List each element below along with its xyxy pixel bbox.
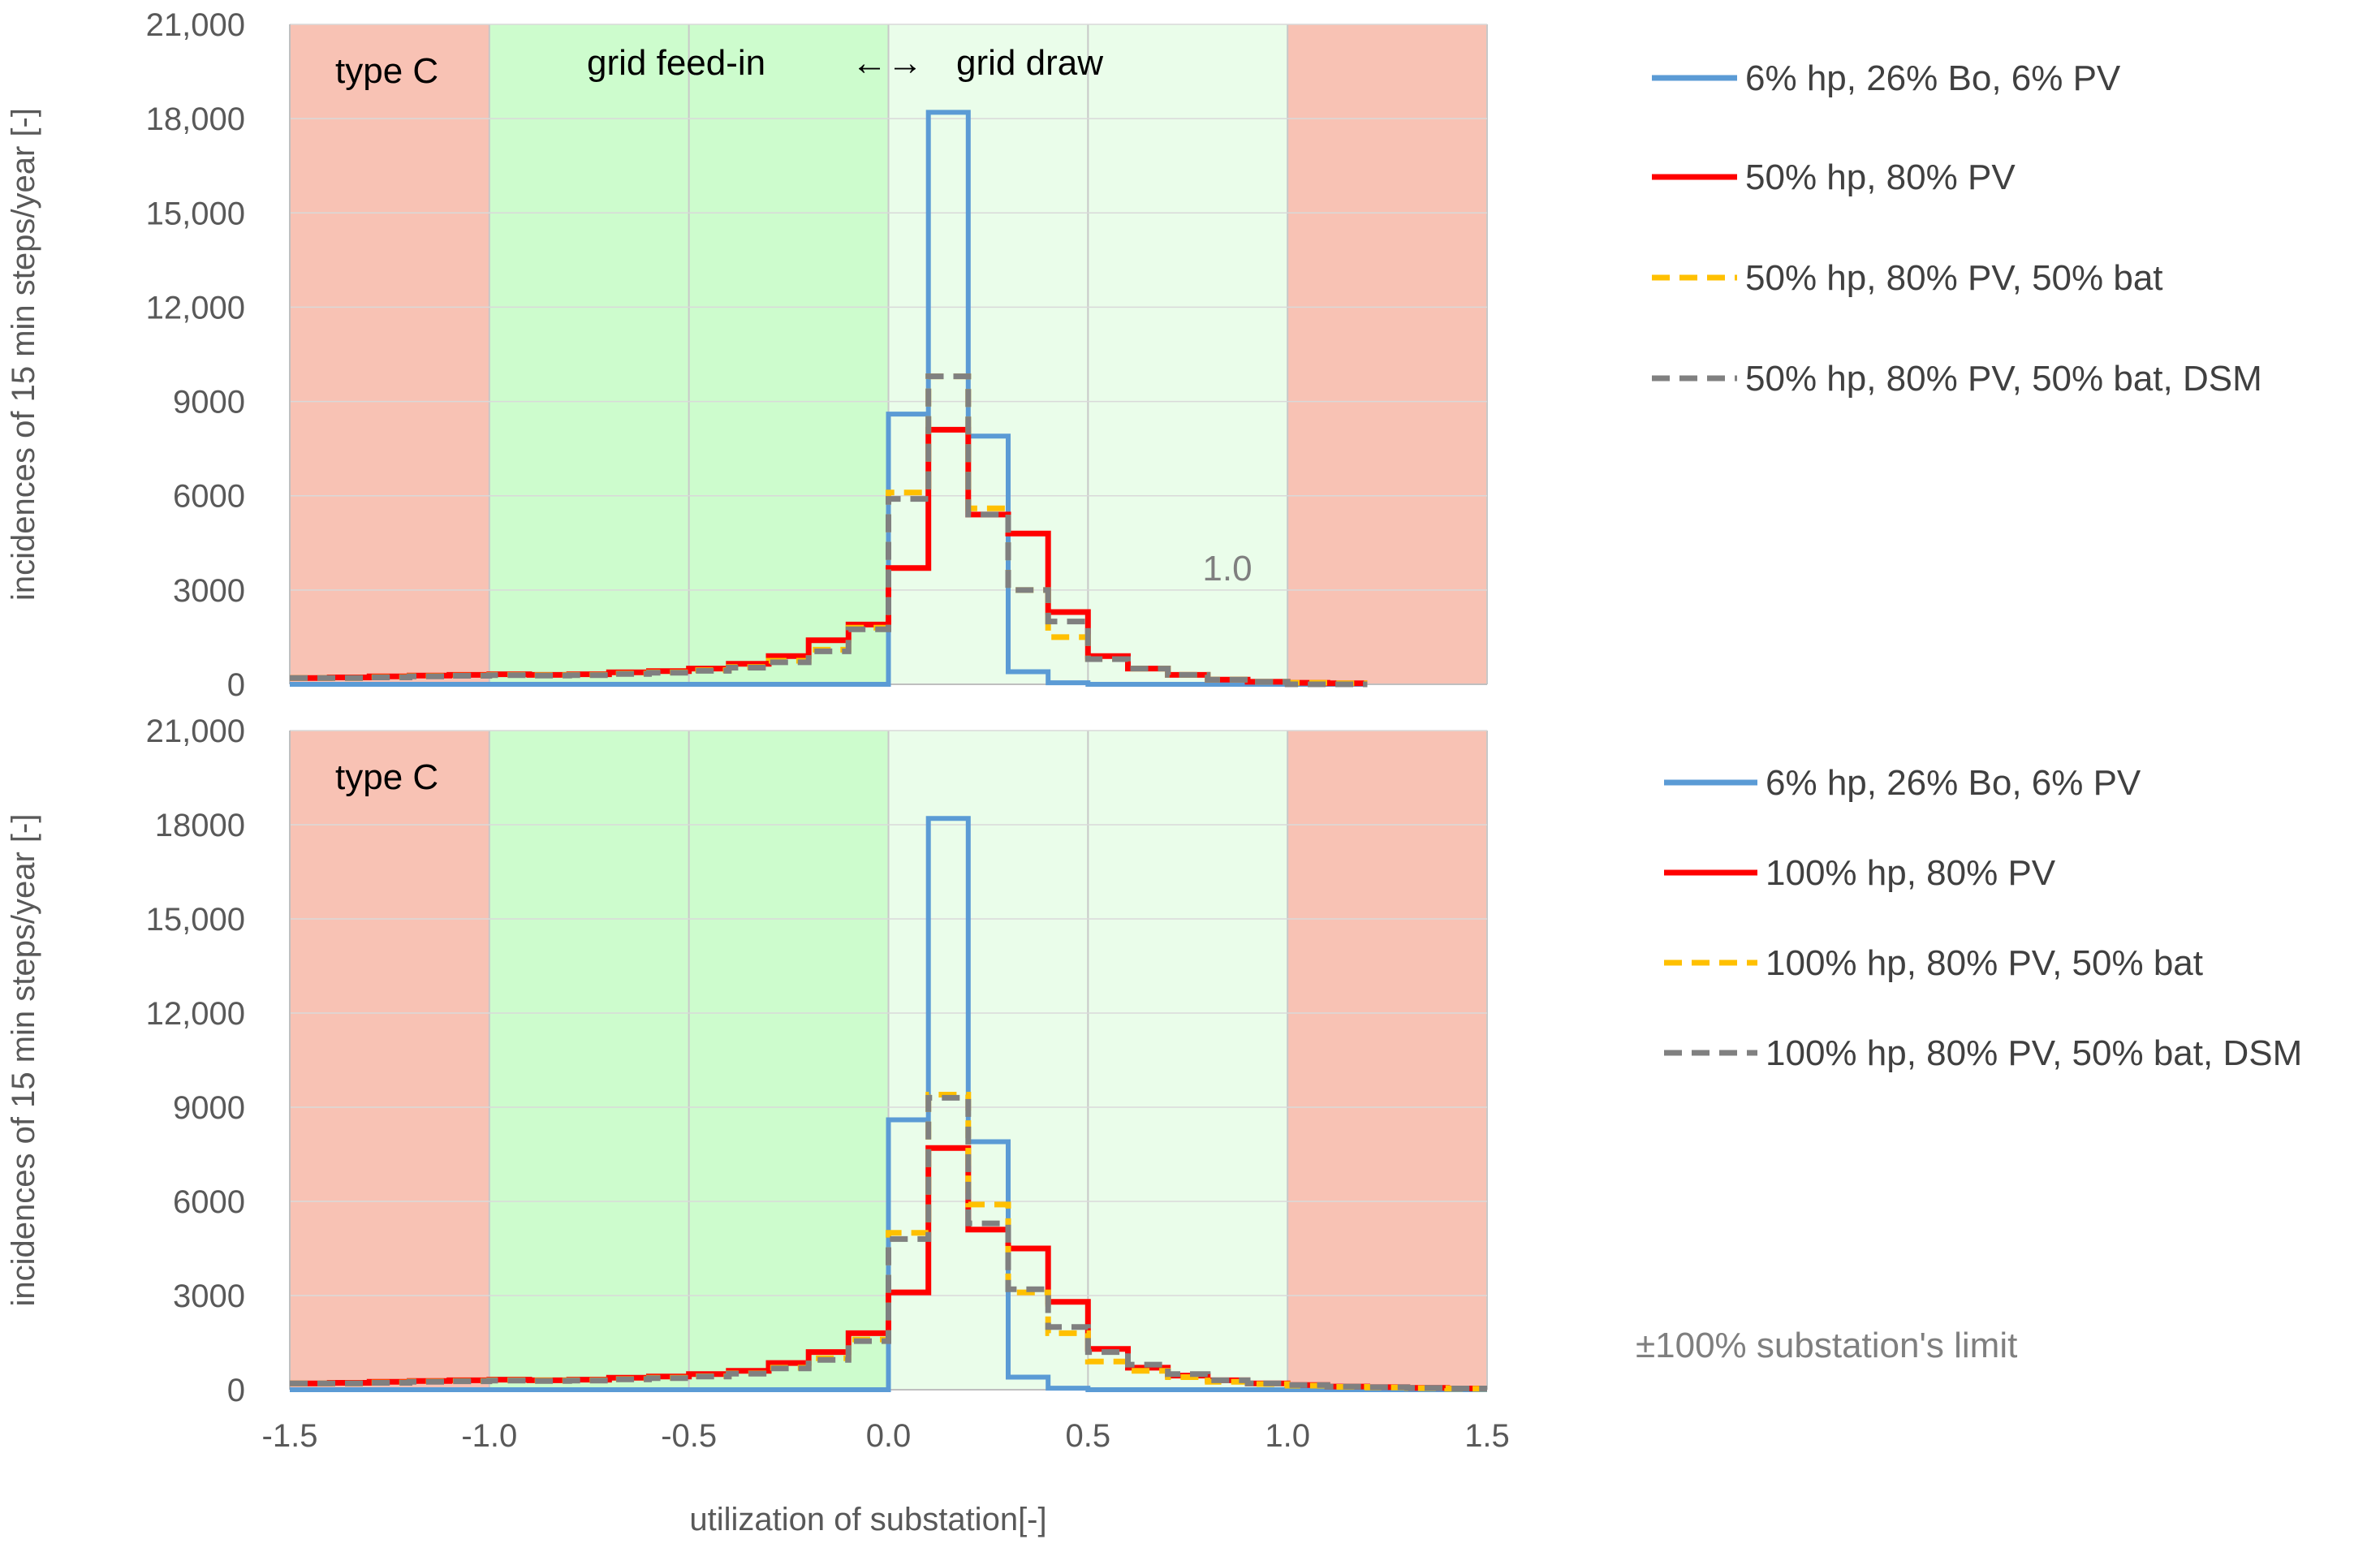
region-band-3 [1287, 24, 1487, 684]
x-tick-label: -1.5 [262, 1418, 318, 1454]
legend-entry-label: 100% hp, 80% PV, 50% bat [1766, 943, 2203, 983]
region-band-0 [290, 731, 489, 1390]
y-tick-label: 9000 [173, 1090, 245, 1126]
substation-limit-note: ±100% substation's limit [1636, 1326, 2017, 1365]
legend-entry-label: 6% hp, 26% Bo, 6% PV [1766, 763, 2141, 803]
y-tick-label: 12,000 [146, 996, 245, 1032]
y-tick-label: 15,000 [146, 902, 245, 938]
type-label: type C [335, 757, 438, 797]
grid-draw-label: grid draw [956, 43, 1103, 83]
y-axis-title: incidences of 15 min steps/year [-] [6, 108, 41, 601]
x-tick-label: 0.5 [1066, 1418, 1111, 1454]
y-tick-label: 18,000 [146, 101, 245, 137]
y-tick-label: 0 [227, 1373, 245, 1408]
y-tick-label: 6000 [173, 479, 245, 515]
x-tick-label: 0.0 [866, 1418, 912, 1454]
y-tick-label: 3000 [173, 1279, 245, 1314]
y-axis-title: incidences of 15 min steps/year [-] [6, 814, 41, 1307]
y-tick-label: 21,000 [146, 7, 245, 43]
limit-value-label: 1.0 [1202, 549, 1252, 589]
region-band-3 [1287, 731, 1487, 1390]
y-tick-label: 3000 [173, 573, 245, 609]
y-tick-label: 9000 [173, 385, 245, 420]
type-label: type C [335, 51, 438, 91]
legend-entry-label: 50% hp, 80% PV, 50% bat [1745, 258, 2163, 298]
x-tick-label: 1.0 [1265, 1418, 1310, 1454]
series-line-3 [290, 1094, 1487, 1391]
x-axis-title: utilization of substation[-] [689, 1502, 1046, 1537]
x-tick-label: -0.5 [661, 1418, 717, 1454]
x-tick-label: 1.5 [1464, 1418, 1510, 1454]
y-tick-label: 0 [227, 667, 245, 703]
legend-entry-label: 50% hp, 80% PV, 50% bat, DSM [1745, 359, 2262, 399]
legend-entry-label: 50% hp, 80% PV [1745, 157, 2016, 197]
legend-entry-label: 6% hp, 26% Bo, 6% PV [1745, 58, 2121, 98]
grid-feed-in-label: grid feed-in [587, 43, 765, 83]
direction-arrow-icon: ←→ [852, 43, 923, 83]
legend-entry-label: 100% hp, 80% PV [1766, 853, 2056, 893]
series-line-0 [290, 110, 1368, 687]
legends: 6% hp, 26% Bo, 6% PV 50% hp, 80% PV 50% hp… [1652, 58, 2302, 1073]
series-line-3 [290, 373, 1368, 688]
y-tick-label: 18000 [155, 808, 245, 843]
bottom-chart-panel: 0 3000 6000 9000 12,000 15,000 18000 21,000 -1.5… [6, 714, 2017, 1537]
y-tick-label: 21,000 [146, 714, 245, 749]
top-chart-panel: 0 3000 6000 9000 12,000 15,000 18,000 21,000 inc… [6, 7, 1488, 703]
y-tick-label: 6000 [173, 1184, 245, 1220]
y-tick-label: 12,000 [146, 290, 245, 326]
series-line-0 [290, 816, 1487, 1392]
x-tick-label: -1.0 [461, 1418, 517, 1454]
legend-entry-label: 100% hp, 80% PV, 50% bat, DSM [1766, 1033, 2302, 1073]
y-tick-label: 15,000 [146, 196, 245, 231]
region-band-0 [290, 24, 489, 684]
